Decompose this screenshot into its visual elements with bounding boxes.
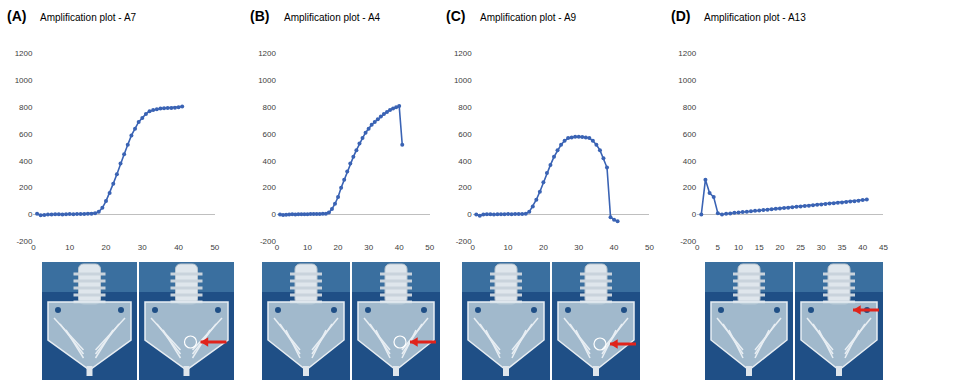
svg-text:400: 400 <box>19 157 33 166</box>
svg-text:45: 45 <box>879 243 888 252</box>
svg-text:(D): (D) <box>671 8 690 24</box>
svg-text:200: 200 <box>263 183 277 192</box>
svg-text:400: 400 <box>683 157 697 166</box>
svg-text:15: 15 <box>755 243 764 252</box>
svg-text:0: 0 <box>271 210 276 219</box>
svg-text:-200: -200 <box>260 237 277 246</box>
svg-text:0: 0 <box>275 243 280 252</box>
svg-text:20: 20 <box>539 243 548 252</box>
svg-text:Amplification plot - A9: Amplification plot - A9 <box>480 12 577 23</box>
svg-text:0: 0 <box>28 210 33 219</box>
svg-text:800: 800 <box>263 103 277 112</box>
svg-text:400: 400 <box>458 157 472 166</box>
svg-text:600: 600 <box>19 130 33 139</box>
svg-text:600: 600 <box>263 130 277 139</box>
svg-text:40: 40 <box>174 243 183 252</box>
svg-text:(B): (B) <box>250 8 269 24</box>
svg-text:10: 10 <box>65 243 74 252</box>
svg-text:10: 10 <box>504 243 513 252</box>
svg-text:-200: -200 <box>680 237 697 246</box>
svg-text:200: 200 <box>458 183 472 192</box>
svg-text:30: 30 <box>574 243 583 252</box>
svg-text:50: 50 <box>210 243 219 252</box>
svg-text:600: 600 <box>683 130 697 139</box>
svg-text:200: 200 <box>683 183 697 192</box>
svg-text:0: 0 <box>31 243 36 252</box>
svg-text:0: 0 <box>692 210 697 219</box>
svg-text:40: 40 <box>610 243 619 252</box>
svg-text:20: 20 <box>102 243 111 252</box>
svg-text:600: 600 <box>458 130 472 139</box>
svg-text:20: 20 <box>775 243 784 252</box>
svg-text:Amplification plot - A7: Amplification plot - A7 <box>40 12 137 23</box>
svg-text:1200: 1200 <box>258 49 276 58</box>
svg-text:800: 800 <box>19 103 33 112</box>
svg-text:20: 20 <box>334 243 343 252</box>
svg-text:Amplification plot - A4: Amplification plot - A4 <box>284 12 381 23</box>
svg-text:-200: -200 <box>456 237 473 246</box>
svg-text:50: 50 <box>645 243 654 252</box>
svg-text:5: 5 <box>716 243 721 252</box>
svg-text:400: 400 <box>263 157 277 166</box>
svg-text:(A): (A) <box>7 8 26 24</box>
svg-text:40: 40 <box>395 243 404 252</box>
svg-text:1000: 1000 <box>258 76 276 85</box>
svg-text:800: 800 <box>458 103 472 112</box>
svg-text:800: 800 <box>683 103 697 112</box>
svg-text:0: 0 <box>695 243 700 252</box>
svg-text:10: 10 <box>303 243 312 252</box>
svg-text:1200: 1200 <box>678 49 696 58</box>
svg-text:10: 10 <box>734 243 743 252</box>
svg-text:0: 0 <box>467 210 472 219</box>
svg-text:30: 30 <box>364 243 373 252</box>
svg-text:-200: -200 <box>16 237 33 246</box>
svg-text:40: 40 <box>858 243 867 252</box>
svg-text:50: 50 <box>425 243 434 252</box>
svg-text:35: 35 <box>838 243 847 252</box>
svg-text:30: 30 <box>817 243 826 252</box>
svg-text:1000: 1000 <box>15 76 33 85</box>
svg-text:(C): (C) <box>446 8 465 24</box>
svg-text:30: 30 <box>138 243 147 252</box>
svg-text:25: 25 <box>796 243 805 252</box>
svg-text:0: 0 <box>470 243 475 252</box>
svg-text:Amplification plot - A13: Amplification plot - A13 <box>704 12 806 23</box>
svg-text:1000: 1000 <box>454 76 472 85</box>
svg-text:1200: 1200 <box>15 49 33 58</box>
svg-text:1000: 1000 <box>678 76 696 85</box>
svg-text:200: 200 <box>19 183 33 192</box>
svg-text:1200: 1200 <box>454 49 472 58</box>
